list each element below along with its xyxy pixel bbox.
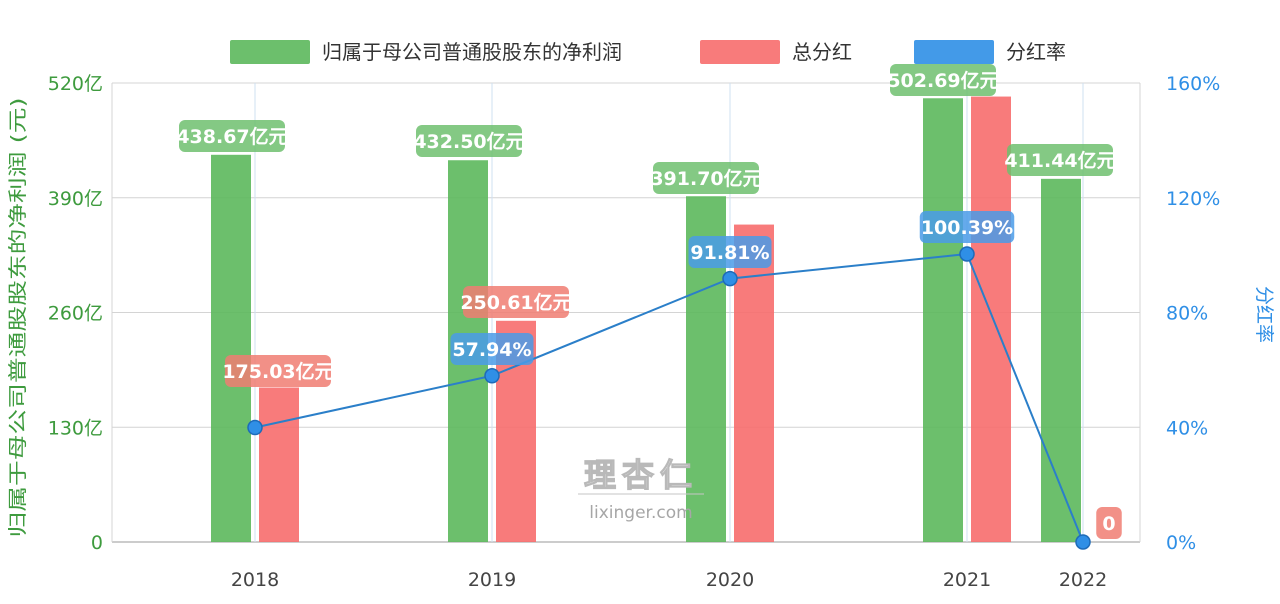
watermark-logo: 理杏仁 xyxy=(584,456,698,494)
bar xyxy=(211,154,251,542)
y-right-tick-label: 80% xyxy=(1166,303,1208,325)
watermark-url: lixinger.com xyxy=(589,503,692,523)
y-right-tick-label: 40% xyxy=(1166,417,1208,439)
y-left-tick-label: 260亿 xyxy=(48,303,103,325)
data-label: 411.44亿元 xyxy=(1004,149,1115,172)
data-label-bg xyxy=(1007,144,1113,176)
line-point xyxy=(722,270,738,287)
data-label: 432.50亿元 xyxy=(413,130,524,153)
data-label: 0 xyxy=(1102,513,1115,535)
data-label-bg xyxy=(463,286,569,318)
y-left-tick-label: 390亿 xyxy=(48,188,103,210)
legend-swatch xyxy=(700,40,780,64)
data-label: 502.69亿元 xyxy=(887,69,998,92)
y-right-tick-label: 120% xyxy=(1166,188,1220,210)
data-label-bg xyxy=(688,236,772,268)
legend-label: 总分红 xyxy=(792,40,852,64)
legend-label: 归属于母公司普通股股东的净利润 xyxy=(322,40,622,64)
data-label: 175.03亿元 xyxy=(222,360,333,383)
data-label: 250.61亿元 xyxy=(460,291,571,314)
data-label: 438.67亿元 xyxy=(176,125,287,148)
line-point xyxy=(959,246,975,262)
data-label-bg xyxy=(225,355,331,387)
bar xyxy=(1041,178,1081,542)
y-left-axis-title: 归属于母公司普通股股东的净利润 (元) xyxy=(7,98,29,538)
bar xyxy=(259,387,299,542)
legend-swatch xyxy=(230,40,310,64)
x-tick-label: 2018 xyxy=(231,569,279,591)
data-label-bg xyxy=(450,333,534,365)
data-label: 57.94% xyxy=(452,339,531,361)
y-right-axis-title: 分红率 xyxy=(1253,286,1275,343)
bar xyxy=(971,96,1011,542)
y-left-tick-label: 0 xyxy=(91,532,103,554)
data-label-bg xyxy=(1096,507,1122,539)
data-label-bg xyxy=(890,64,996,96)
bar xyxy=(734,224,774,542)
data-label: 91.81% xyxy=(690,242,769,264)
x-tick-label: 2019 xyxy=(468,569,516,591)
y-right-tick-label: 160% xyxy=(1166,73,1220,95)
x-tick-label: 2022 xyxy=(1059,569,1107,591)
data-label: 391.70亿元 xyxy=(650,167,761,190)
data-label-bg xyxy=(179,120,285,152)
bar xyxy=(923,98,963,542)
y-left-tick-label: 520亿 xyxy=(48,73,103,95)
data-label: 100.39% xyxy=(921,217,1013,239)
y-left-tick-label: 130亿 xyxy=(48,417,103,439)
x-tick-label: 2021 xyxy=(943,569,991,591)
x-tick-label: 2020 xyxy=(706,569,754,591)
line-point xyxy=(1075,534,1091,550)
data-label-bg xyxy=(653,162,759,194)
data-label-bg xyxy=(416,125,522,157)
legend-label: 分红率 xyxy=(1006,40,1066,64)
line-point xyxy=(247,419,263,436)
line-point xyxy=(484,368,500,384)
legend-swatch xyxy=(914,40,994,64)
data-label-bg xyxy=(919,211,1015,243)
y-right-tick-label: 0% xyxy=(1166,532,1196,554)
